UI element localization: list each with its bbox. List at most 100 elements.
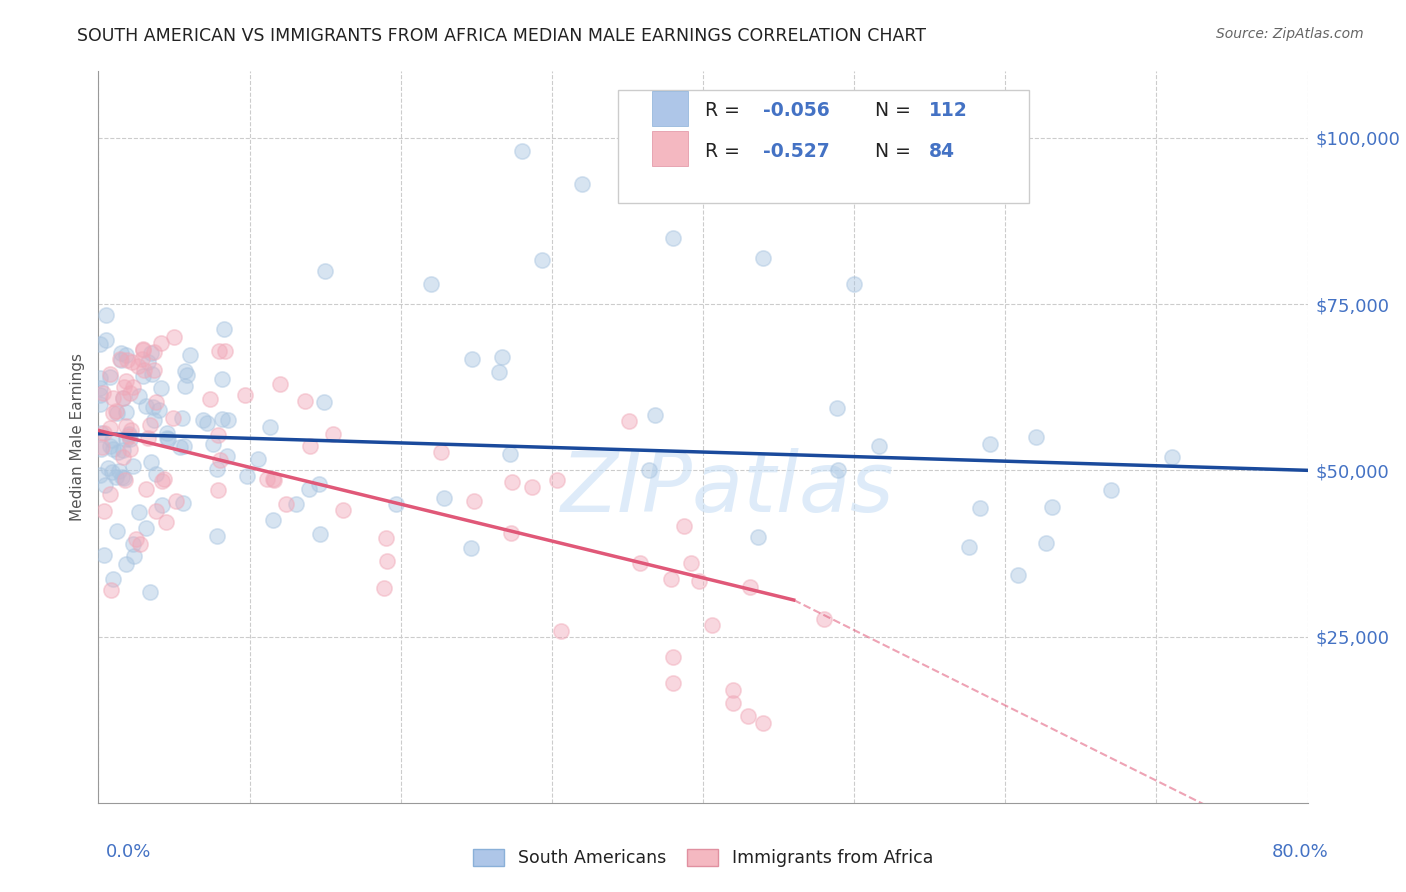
Point bbox=[211, 412, 233, 426]
Point bbox=[145, 503, 167, 517]
Point bbox=[156, 432, 179, 446]
Point bbox=[207, 427, 229, 442]
Point bbox=[659, 572, 682, 586]
Point bbox=[138, 585, 160, 599]
Point bbox=[207, 483, 229, 497]
Point bbox=[93, 548, 115, 562]
Legend: South Americans, Immigrants from Africa: South Americans, Immigrants from Africa bbox=[465, 842, 941, 874]
Point bbox=[101, 391, 124, 405]
Point bbox=[89, 337, 111, 351]
Point bbox=[723, 696, 745, 710]
Point bbox=[143, 413, 166, 427]
Point bbox=[121, 537, 143, 551]
Point bbox=[118, 385, 141, 400]
Point bbox=[262, 513, 284, 527]
Point bbox=[173, 378, 195, 392]
Point bbox=[155, 515, 177, 529]
Point bbox=[173, 439, 195, 453]
Point bbox=[143, 363, 166, 377]
Point bbox=[108, 464, 131, 478]
Point bbox=[215, 450, 238, 464]
Point bbox=[298, 482, 321, 496]
Point bbox=[385, 497, 408, 511]
Point bbox=[90, 426, 112, 441]
Point bbox=[198, 392, 221, 407]
Point bbox=[644, 408, 666, 422]
Point bbox=[141, 367, 163, 381]
Point bbox=[700, 618, 723, 632]
Point bbox=[117, 426, 139, 441]
Point bbox=[135, 482, 157, 496]
Point bbox=[173, 364, 195, 378]
Text: SOUTH AMERICAN VS IMMIGRANTS FROM AFRICA MEDIAN MALE EARNINGS CORRELATION CHART: SOUTH AMERICAN VS IMMIGRANTS FROM AFRICA… bbox=[77, 27, 927, 45]
Point bbox=[256, 472, 278, 486]
Point bbox=[430, 445, 453, 459]
Point bbox=[628, 556, 651, 570]
Point bbox=[373, 581, 395, 595]
Point bbox=[738, 580, 761, 594]
Point bbox=[491, 350, 513, 364]
Point bbox=[132, 363, 155, 377]
Point bbox=[110, 352, 132, 367]
Point bbox=[105, 469, 128, 483]
Point bbox=[294, 393, 316, 408]
Point bbox=[90, 442, 112, 456]
Point bbox=[723, 682, 745, 697]
Point bbox=[617, 413, 640, 427]
Text: N =: N = bbox=[875, 101, 917, 120]
Point bbox=[661, 649, 683, 664]
Point bbox=[299, 440, 322, 454]
Point bbox=[94, 333, 117, 347]
Point bbox=[463, 494, 485, 508]
Point bbox=[115, 374, 138, 388]
Point bbox=[128, 504, 150, 518]
Point bbox=[156, 431, 179, 445]
Point bbox=[135, 399, 157, 413]
Point bbox=[115, 404, 138, 418]
Point bbox=[1035, 536, 1057, 550]
Point bbox=[132, 369, 155, 384]
Point bbox=[259, 420, 281, 434]
Point bbox=[957, 540, 980, 554]
Point bbox=[91, 440, 114, 454]
Point bbox=[132, 342, 155, 356]
Point bbox=[460, 541, 482, 555]
Point bbox=[374, 531, 396, 545]
Point bbox=[135, 521, 157, 535]
Point bbox=[118, 442, 141, 456]
Point bbox=[681, 556, 703, 570]
Point bbox=[100, 370, 122, 384]
Point bbox=[813, 612, 835, 626]
Point bbox=[145, 395, 167, 409]
Text: R =: R = bbox=[706, 143, 747, 161]
Point bbox=[420, 277, 443, 292]
Point bbox=[752, 251, 775, 265]
Point bbox=[309, 526, 332, 541]
Point bbox=[115, 348, 138, 362]
FancyBboxPatch shape bbox=[619, 90, 1029, 203]
Text: -0.056: -0.056 bbox=[763, 101, 830, 120]
Point bbox=[844, 277, 866, 292]
Point bbox=[156, 425, 179, 440]
Point bbox=[673, 519, 696, 533]
Point bbox=[118, 429, 141, 443]
Point bbox=[191, 413, 214, 427]
Point bbox=[98, 421, 121, 435]
Point bbox=[530, 253, 553, 268]
Point bbox=[747, 530, 769, 544]
Point bbox=[499, 447, 522, 461]
Point bbox=[112, 443, 135, 458]
Point bbox=[136, 355, 159, 369]
Point bbox=[752, 716, 775, 731]
Point bbox=[121, 355, 143, 369]
Point bbox=[488, 365, 510, 379]
Bar bbox=[652, 131, 689, 167]
Point bbox=[236, 469, 259, 483]
Point bbox=[375, 554, 398, 568]
Point bbox=[89, 388, 111, 402]
Point bbox=[1007, 567, 1029, 582]
Point bbox=[868, 439, 890, 453]
Point bbox=[197, 417, 219, 431]
Point bbox=[322, 427, 344, 442]
Point bbox=[101, 465, 124, 479]
